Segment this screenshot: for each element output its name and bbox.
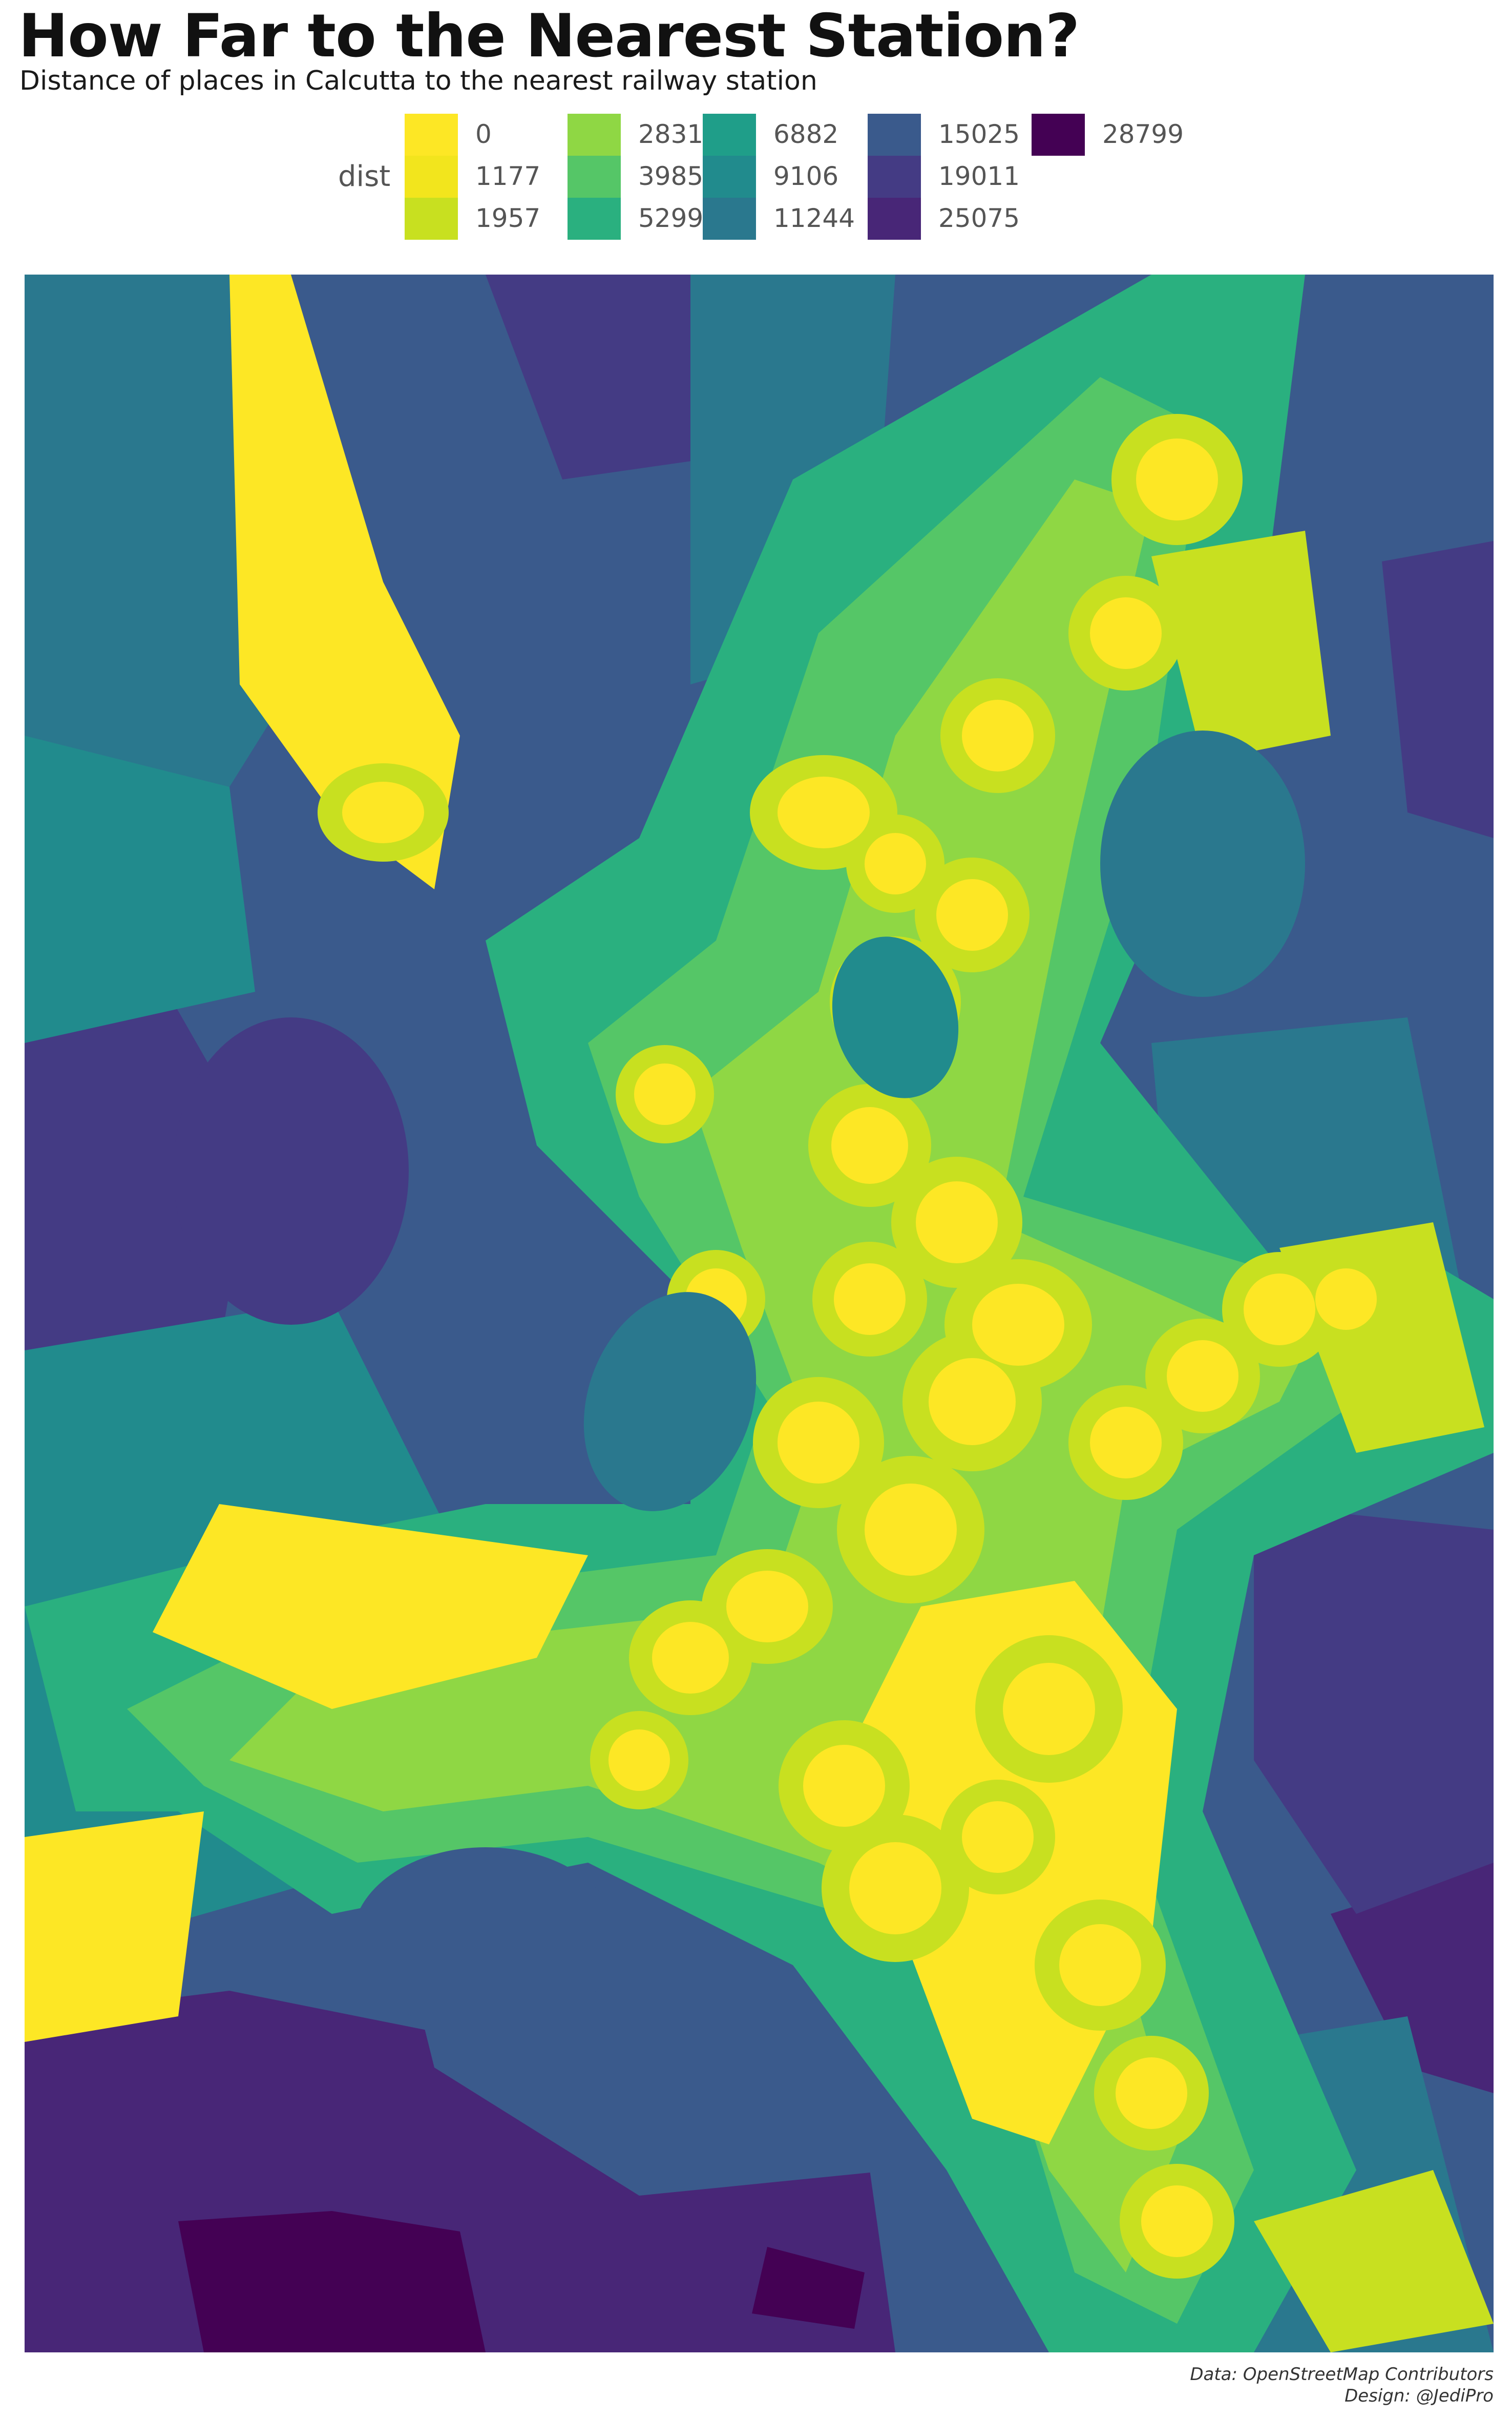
legend-swatch: [703, 114, 756, 156]
distance-zone: [352, 1847, 619, 2032]
legend-item: 9106: [703, 156, 867, 198]
legend-item: 15025: [868, 114, 1032, 156]
caption-design-credit: Design: @JediPro: [1345, 2386, 1494, 2406]
farthest-zone: [178, 2211, 486, 2352]
legend-item: 11244: [703, 198, 867, 240]
far-zone-east: [1331, 1863, 1494, 2093]
distance-zone: [936, 879, 1008, 951]
legend-label: 15025: [938, 119, 1020, 149]
legend-item: 6882: [703, 114, 867, 156]
distance-zone: [916, 1181, 998, 1263]
legend: dist 0 1177 1957 2831 3985 5299: [338, 114, 1209, 242]
distance-zone: [1003, 1663, 1095, 1755]
distance-zone: [849, 1842, 941, 1934]
legend-item: 1177: [405, 156, 569, 198]
distance-zone: [583, 1292, 757, 1511]
distance-zone: [834, 1263, 906, 1335]
legend-label: 25075: [938, 203, 1020, 233]
legend-label: 2831: [638, 119, 704, 149]
station-cluster: [229, 275, 460, 889]
legend-swatch: [568, 156, 621, 198]
legend-item: 5299: [568, 198, 731, 240]
legend-item: 2831: [568, 114, 731, 156]
legend-label: 1957: [475, 203, 541, 233]
distance-zone: [831, 1107, 908, 1184]
legend-label: 6882: [773, 119, 839, 149]
legend-swatch: [703, 198, 756, 240]
distance-zone: [634, 1063, 696, 1125]
station-cluster: [25, 1811, 204, 2042]
distance-zone: [1136, 439, 1218, 520]
legend-swatch: [1032, 114, 1085, 156]
legend-item: 19011: [868, 156, 1032, 198]
distance-zone: [342, 782, 424, 843]
distance-zone: [962, 1801, 1034, 1873]
far-zone-northeast: [1382, 541, 1494, 838]
distance-zone: [1244, 1274, 1315, 1345]
legend-swatch: [868, 114, 921, 156]
legend-swatch: [405, 156, 458, 198]
distance-zone: [778, 1402, 859, 1484]
distance-zone: [1167, 1340, 1238, 1412]
legend-swatch: [868, 156, 921, 198]
legend-swatch: [405, 198, 458, 240]
distance-zone: [778, 777, 870, 848]
caption-data-source: Data: OpenStreetMap Contributors: [1190, 2364, 1494, 2385]
distance-zone: [865, 1484, 957, 1576]
legend-item: 3985: [568, 156, 731, 198]
distance-zone: [803, 1745, 885, 1827]
map-title: How Far to the Nearest Station?: [18, 2, 1080, 71]
legend-label: 3985: [638, 161, 704, 191]
distance-zone: [1100, 731, 1305, 997]
legend-swatch: [868, 198, 921, 240]
legend-swatch: [568, 114, 621, 156]
legend-label: 19011: [938, 161, 1020, 191]
legend-swatch: [568, 198, 621, 240]
distance-map-canvas: [25, 275, 1494, 2352]
station-cluster: [1151, 531, 1331, 761]
distance-zone: [1141, 2185, 1213, 2257]
legend-item: 28799: [1032, 114, 1195, 156]
distance-zone: [1090, 1407, 1162, 1478]
farthest-zone: [752, 2247, 865, 2329]
distance-zone: [1090, 597, 1162, 669]
distance-zone: [608, 1729, 670, 1791]
map-caption: Data: OpenStreetMap Contributors Design:…: [1190, 2364, 1494, 2407]
map-subtitle: Distance of places in Calcutta to the ne…: [19, 66, 817, 96]
legend-swatch: [405, 114, 458, 156]
distance-zone: [25, 736, 255, 1043]
station-cluster: [1254, 2170, 1494, 2352]
legend-item: 25075: [868, 198, 1032, 240]
distance-zone: [962, 700, 1034, 771]
distance-zone: [832, 936, 959, 1098]
far-zone-west: [25, 966, 255, 1402]
legend-item: 1957: [405, 198, 569, 240]
distance-zone: [1116, 2057, 1187, 2129]
legend-label: 5299: [638, 203, 704, 233]
legend-label: 11244: [773, 203, 855, 233]
legend-title: dist: [338, 160, 391, 193]
map-distance-layers: [25, 275, 1494, 2352]
legend-label: 0: [475, 119, 492, 149]
distance-zone: [929, 1358, 1016, 1445]
distance-map: [25, 275, 1494, 2352]
distance-zone: [1315, 1268, 1377, 1330]
station-cluster: [153, 1504, 588, 1709]
legend-swatch: [703, 156, 756, 198]
legend-label: 28799: [1102, 119, 1184, 149]
distance-zone: [972, 1284, 1064, 1366]
distance-zone: [652, 1622, 729, 1694]
legend-label: 9106: [773, 161, 839, 191]
distance-zone: [865, 833, 926, 894]
distance-zone: [726, 1571, 808, 1642]
legend-label: 1177: [475, 161, 541, 191]
distance-zone: [173, 1017, 409, 1325]
legend-item: 0: [405, 114, 569, 156]
far-zone-east: [1254, 1504, 1494, 1914]
distance-zone: [1059, 1924, 1141, 2006]
